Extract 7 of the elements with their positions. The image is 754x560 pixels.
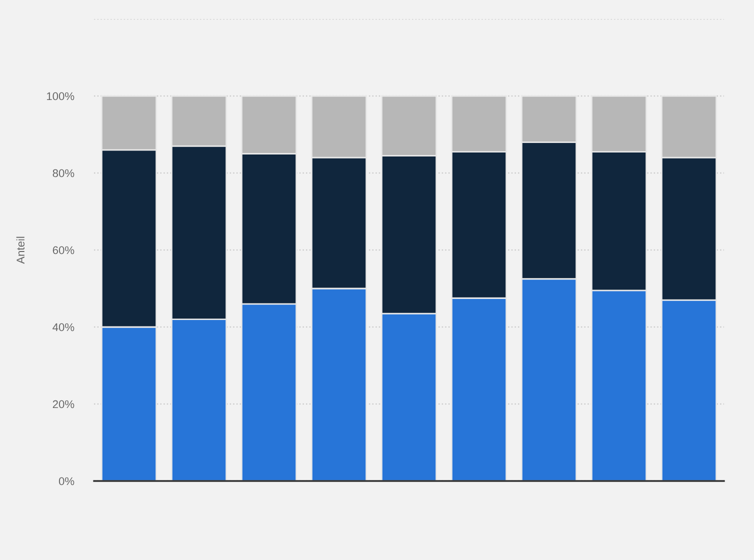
- y-tick-label: 0%: [58, 477, 74, 486]
- y-tick-label: 80%: [52, 169, 74, 178]
- y-tick-label: 100%: [46, 92, 74, 100]
- y-tick-label: 20%: [52, 400, 74, 408]
- y-tick-label: 40%: [52, 323, 74, 332]
- y-tick-label: 60%: [52, 246, 74, 254]
- y-axis-title: Anteil: [16, 236, 24, 264]
